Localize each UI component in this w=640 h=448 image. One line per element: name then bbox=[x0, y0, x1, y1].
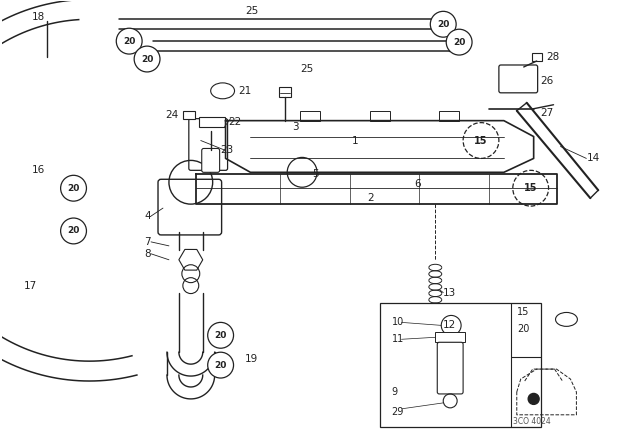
Text: 27: 27 bbox=[541, 108, 554, 118]
Text: 14: 14 bbox=[586, 153, 600, 164]
Text: 20: 20 bbox=[437, 20, 449, 29]
Text: 15: 15 bbox=[474, 136, 488, 146]
Text: 13: 13 bbox=[444, 288, 456, 297]
Text: 20: 20 bbox=[141, 55, 153, 64]
Text: 21: 21 bbox=[239, 86, 252, 96]
Text: 20: 20 bbox=[67, 184, 80, 193]
Text: 3CO 4024: 3CO 4024 bbox=[513, 417, 550, 426]
Text: 25: 25 bbox=[246, 6, 259, 16]
Bar bbox=[183, 111, 195, 119]
Text: 20: 20 bbox=[67, 226, 80, 236]
FancyBboxPatch shape bbox=[158, 179, 221, 235]
Text: 20: 20 bbox=[516, 324, 529, 334]
Circle shape bbox=[430, 11, 456, 37]
Text: 20: 20 bbox=[214, 361, 227, 370]
Bar bbox=[380, 302, 541, 427]
Text: 11: 11 bbox=[392, 334, 404, 344]
Circle shape bbox=[446, 29, 472, 55]
Text: 29: 29 bbox=[392, 407, 404, 417]
Text: 10: 10 bbox=[392, 317, 404, 327]
Text: 16: 16 bbox=[32, 165, 45, 175]
Text: 28: 28 bbox=[547, 52, 560, 62]
Circle shape bbox=[134, 46, 160, 72]
Text: 7: 7 bbox=[145, 237, 151, 247]
Circle shape bbox=[116, 28, 142, 54]
Bar bbox=[370, 111, 390, 121]
Text: 26: 26 bbox=[541, 76, 554, 86]
Text: 18: 18 bbox=[32, 12, 45, 22]
Circle shape bbox=[528, 393, 539, 405]
Circle shape bbox=[61, 218, 86, 244]
Text: 15: 15 bbox=[524, 183, 538, 193]
Text: 3: 3 bbox=[292, 121, 299, 132]
Text: 12: 12 bbox=[444, 320, 456, 330]
Bar bbox=[279, 87, 291, 97]
Bar bbox=[532, 53, 541, 61]
Circle shape bbox=[208, 352, 234, 378]
Text: 2: 2 bbox=[368, 193, 374, 203]
FancyBboxPatch shape bbox=[189, 119, 228, 170]
Text: 24: 24 bbox=[166, 110, 179, 120]
Bar bbox=[435, 332, 465, 342]
Text: 19: 19 bbox=[244, 354, 258, 364]
FancyBboxPatch shape bbox=[202, 148, 220, 172]
Text: 20: 20 bbox=[453, 38, 465, 47]
Circle shape bbox=[208, 323, 234, 348]
Text: 25: 25 bbox=[300, 64, 314, 74]
Text: 20: 20 bbox=[214, 331, 227, 340]
Text: 5: 5 bbox=[312, 169, 319, 179]
Bar bbox=[300, 111, 320, 121]
FancyBboxPatch shape bbox=[437, 342, 463, 394]
Circle shape bbox=[61, 175, 86, 201]
Text: 9: 9 bbox=[392, 387, 397, 397]
Text: 15: 15 bbox=[516, 307, 529, 318]
Text: 20: 20 bbox=[123, 37, 136, 46]
Text: 6: 6 bbox=[415, 179, 421, 189]
Text: 23: 23 bbox=[221, 146, 234, 155]
Bar bbox=[439, 111, 459, 121]
FancyBboxPatch shape bbox=[499, 65, 538, 93]
Text: 17: 17 bbox=[24, 280, 37, 291]
Text: 1: 1 bbox=[352, 136, 358, 146]
Text: 4: 4 bbox=[145, 211, 151, 221]
Text: 8: 8 bbox=[145, 249, 151, 259]
Text: 22: 22 bbox=[228, 116, 242, 127]
Bar bbox=[199, 116, 225, 127]
